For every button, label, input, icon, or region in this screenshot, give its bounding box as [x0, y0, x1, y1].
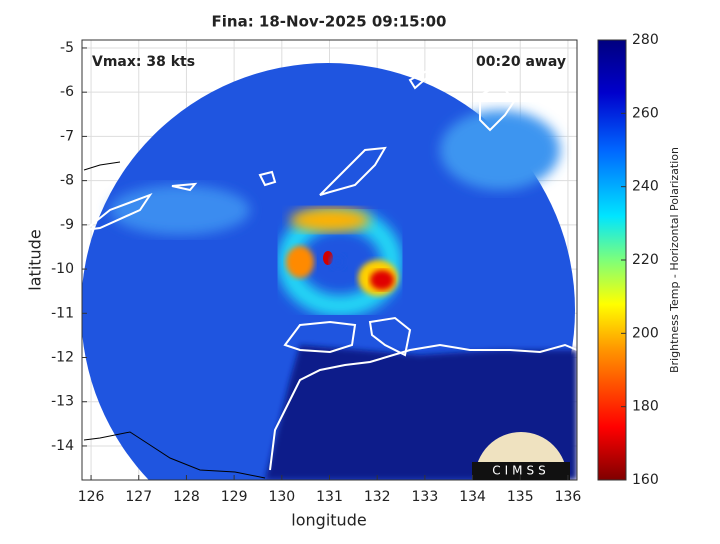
y-tick-label: -12 — [51, 350, 74, 366]
x-tick-label: 134 — [459, 489, 486, 505]
y-tick-label: -5 — [60, 40, 74, 56]
y-tick-label: -10 — [51, 261, 74, 277]
title: Fina: 18-Nov-2025 09:15:00 — [212, 13, 447, 31]
storm-band — [290, 208, 370, 232]
y-tick-label: -6 — [60, 84, 74, 100]
y-tick-label: -11 — [51, 305, 74, 321]
colorbar-tick-label: 280 — [632, 32, 659, 48]
colorbar-tick-label: 240 — [632, 179, 659, 195]
x-tick-label: 132 — [364, 489, 391, 505]
y-tick-label: -14 — [51, 438, 74, 454]
coastlines-outside — [83, 161, 266, 479]
x-tick-label: 128 — [173, 489, 200, 505]
y-tick-label: -8 — [60, 173, 74, 189]
storm-core — [370, 270, 394, 290]
colorbar-tick-label: 180 — [632, 399, 659, 415]
cloud — [110, 185, 250, 235]
colorbar-tick-label: 160 — [632, 472, 659, 488]
colorbar-tick-label: 260 — [632, 105, 659, 121]
y-tick-label: -9 — [60, 217, 74, 233]
annotation: Vmax: 38 kts — [92, 54, 195, 70]
colorbar-tick-label: 220 — [632, 252, 659, 268]
colorbar-tick-label: 200 — [632, 325, 659, 341]
annotation: 00:20 away — [476, 54, 566, 70]
eye — [330, 254, 346, 270]
x-axis-label: longitude — [291, 511, 366, 530]
x-tick-label: 135 — [507, 489, 534, 505]
logo-band — [472, 462, 570, 480]
logo-text: CIMSS — [492, 464, 550, 478]
y-tick-label: -13 — [51, 394, 74, 410]
x-tick-label: 127 — [125, 489, 152, 505]
colorbar-label: Brightness Temp - Horizontal Polarizatio… — [668, 147, 681, 373]
y-axis-label: latitude — [26, 229, 45, 290]
cloud — [440, 110, 560, 190]
logo: CIMSS — [472, 432, 570, 480]
storm-band — [286, 246, 314, 278]
x-tick-label: 131 — [316, 489, 343, 505]
coastlines — [82, 61, 577, 471]
x-tick-label: 133 — [412, 489, 439, 505]
y-tick-label: -7 — [60, 128, 74, 144]
x-tick-label: 126 — [78, 489, 105, 505]
x-tick-label: 130 — [268, 489, 295, 505]
x-tick-label: 136 — [555, 489, 582, 505]
x-tick-label: 129 — [221, 489, 248, 505]
